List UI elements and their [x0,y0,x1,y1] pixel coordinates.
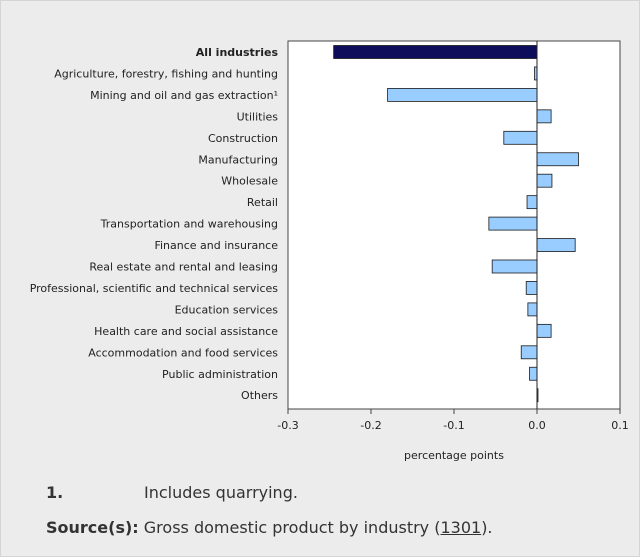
bar-12 [527,302,538,317]
category-label: Public administration [162,368,278,381]
category-label: Retail [247,196,278,209]
bar-chart: -0.3 -0.2 -0.1 0.0 0.1 All industries Agricult… [30,40,629,462]
category-label: Wholesale [221,175,278,188]
category-label: Utilities [237,110,279,123]
source-label: Source(s): [46,518,139,537]
footnote-number: 1. [46,483,64,502]
category-label: Others [241,389,278,402]
category-label: Real estate and rental and leasing [89,261,278,274]
source-text: Gross domestic product by industry ( [143,518,441,537]
category-label: Agriculture, forestry, fishing and hunti… [54,67,278,80]
bar-9 [536,238,576,252]
category-label: Health care and social assistance [94,325,278,338]
bar-7 [526,195,538,210]
category-label: Finance and insurance [154,239,278,252]
category-label: Accommodation and food services [88,346,278,359]
x-tick-label: -0.1 [443,419,464,432]
x-tick-label: 0.0 [528,419,546,432]
bar-10 [491,259,538,274]
bar-13 [536,323,552,338]
plot-area [287,40,621,410]
x-axis-title: percentage points [404,449,504,462]
bar-0 [333,45,538,59]
footnote-text: Includes quarrying. [144,483,298,502]
x-tick-label: 0.1 [611,419,629,432]
bar-3 [536,109,552,124]
bar-layer [333,41,579,409]
x-tick-label: -0.3 [277,419,298,432]
label-layer: -0.3 -0.2 -0.1 0.0 0.1 All industries Agricult… [30,46,629,432]
category-label: Construction [208,132,278,145]
bar-5 [536,152,579,167]
x-tick-label: -0.2 [360,419,381,432]
source-table-link[interactable]: 1301 [440,518,482,537]
category-label: Manufacturing [198,153,278,166]
source-text-end: ). [481,518,493,537]
grid-layer [287,40,621,414]
category-label: Transportation and warehousing [100,218,278,231]
bar-14 [520,345,538,360]
category-label: Mining and oil and gas extraction¹ [90,89,278,102]
bar-6 [536,173,553,188]
bar-2 [387,88,538,102]
bar-4 [503,130,538,145]
source-line: Source(s): Gross domestic product by ind… [46,518,493,537]
category-label: Professional, scientific and technical s… [30,282,279,295]
category-label: Education services [175,303,279,316]
bar-15 [529,366,538,381]
bar-11 [525,281,538,295]
bar-8 [488,216,538,231]
category-label: All industries [196,46,279,59]
